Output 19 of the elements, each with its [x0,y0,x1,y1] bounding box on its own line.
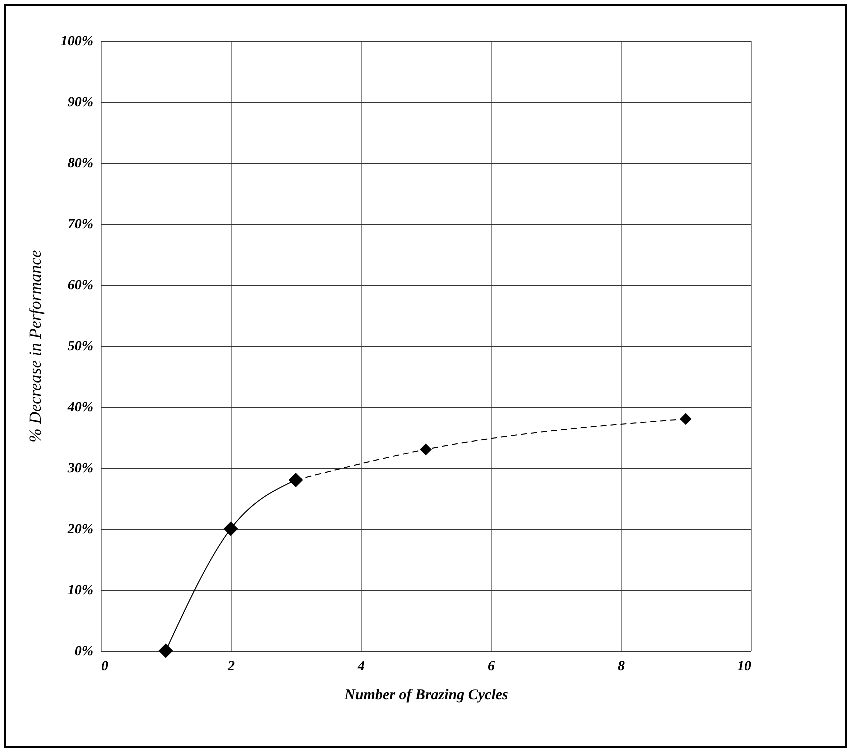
x-tick-label: 10 [738,660,752,674]
x-tick-label: 4 [357,660,365,674]
x-tick-label: 8 [618,660,625,674]
x-tick-label: 0 [102,660,108,674]
y-tick-label: 40% [66,400,94,416]
y-tick-label: 80% [68,156,94,172]
y-tick-label: 50% [68,340,94,354]
y-tick-label: 30% [66,462,94,476]
x-tick-label: 6 [488,660,495,674]
y-tick-label: 0% [74,644,94,660]
y-tick-label: 10% [68,584,94,598]
y-tick-label: 70% [68,218,94,232]
y-tick-label: 20% [66,522,94,538]
y-tick-label: 90% [68,96,94,110]
x-tick-label: 2 [227,660,235,674]
y-axis-title: % Decrease in Performance [26,250,45,443]
y-tick-label: 60% [68,278,94,294]
x-axis-title: Number of Brazing Cycles [344,688,509,704]
y-tick-label: 100% [60,34,94,50]
